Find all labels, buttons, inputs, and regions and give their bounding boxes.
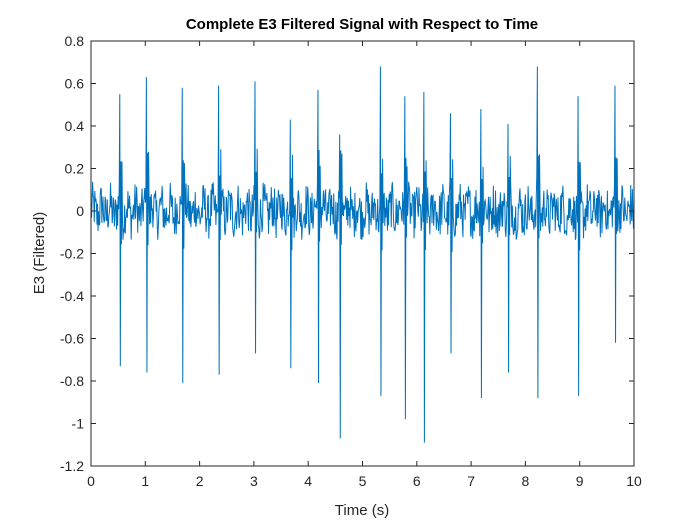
x-axis-label: Time (s) xyxy=(335,502,389,519)
plot-area xyxy=(91,41,634,466)
x-tick-label: 7 xyxy=(467,473,475,489)
y-axis-label: E3 (Filtered) xyxy=(31,212,48,295)
y-tick-label: 0.6 xyxy=(65,76,85,92)
x-tick-label: 3 xyxy=(250,473,258,489)
series-layer xyxy=(90,66,635,443)
y-tick-label: 0 xyxy=(76,203,84,219)
ticks-layer: 0 1 2 3 4 5 6 7 8 9 10 -1.2 -1 -0.8 -0.6 -0.4 -0.2 0 0.2 0.… xyxy=(60,33,642,489)
x-tick-label: 10 xyxy=(626,473,642,489)
series-line-e3-filtered xyxy=(90,66,635,443)
x-tick-label: 8 xyxy=(522,473,530,489)
y-tick-label: -0.4 xyxy=(60,288,84,304)
x-tick-label: 1 xyxy=(141,473,149,489)
x-tick-label: 4 xyxy=(304,473,312,489)
chart-title: Complete E3 Filtered Signal with Respect… xyxy=(186,16,538,33)
x-tick-label: 9 xyxy=(576,473,584,489)
x-tick-label: 0 xyxy=(87,473,95,489)
y-tick-label: 0.4 xyxy=(65,118,85,134)
y-tick-label: -1 xyxy=(72,416,85,432)
y-tick-label: -0.2 xyxy=(60,246,84,262)
axes-box xyxy=(90,40,635,467)
y-tick-label: 0.8 xyxy=(65,33,85,49)
x-tick-label: 2 xyxy=(196,473,204,489)
x-tick-label: 6 xyxy=(413,473,421,489)
y-tick-label: -0.8 xyxy=(60,373,84,389)
y-tick-label: -0.6 xyxy=(60,331,84,347)
x-tick-label: 5 xyxy=(359,473,367,489)
y-tick-label: 0.2 xyxy=(65,161,85,177)
y-tick-label: -1.2 xyxy=(60,458,84,474)
